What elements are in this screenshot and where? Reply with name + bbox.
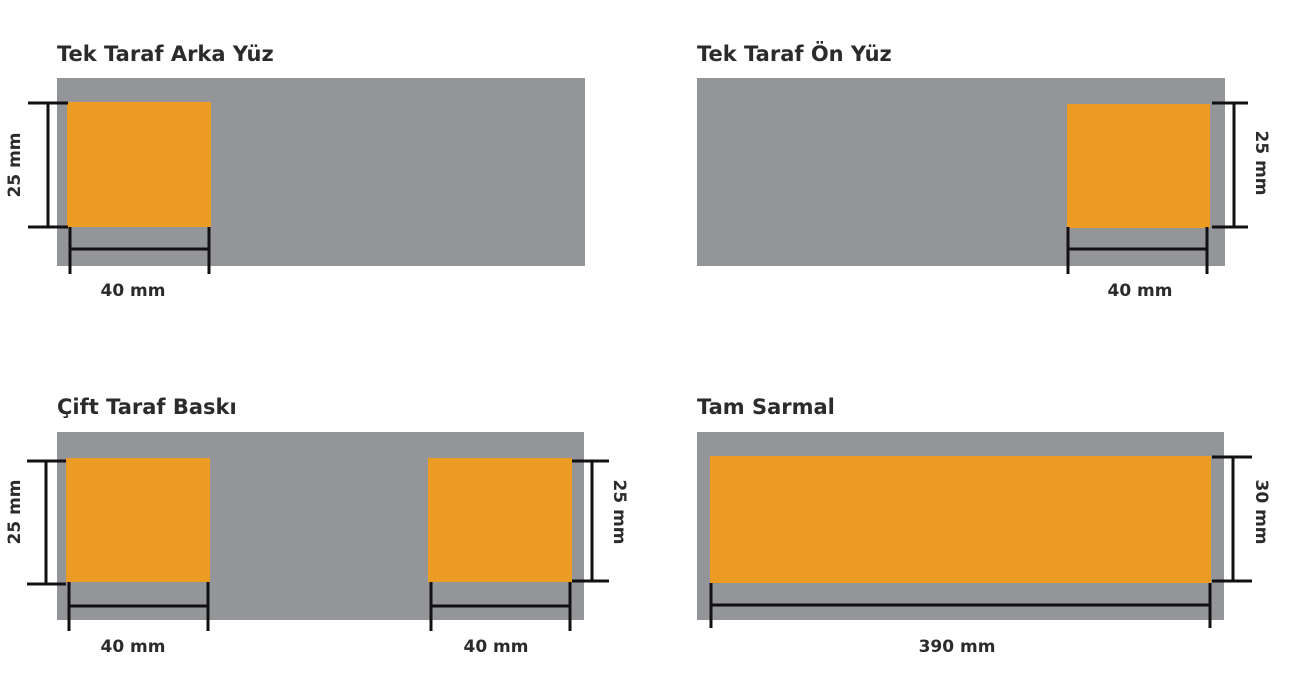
panel-cift-taraf-baski: Çift Taraf Baskı 25 mm 25 mm 40 mm 40 mm bbox=[5, 395, 629, 657]
panel-title: Tam Sarmal bbox=[697, 395, 835, 419]
panel-tek-taraf-arka-yuz: Tek Taraf Arka Yüz 25 mm 40 mm bbox=[5, 42, 585, 301]
panel-title: Tek Taraf Arka Yüz bbox=[57, 42, 274, 66]
height-label: 30 mm bbox=[1251, 479, 1271, 544]
print-area-right bbox=[428, 458, 572, 582]
width-label: 40 mm bbox=[1107, 281, 1172, 301]
height-dimension bbox=[1212, 455, 1252, 583]
left-width-label: 40 mm bbox=[100, 637, 165, 657]
right-height-dimension bbox=[572, 459, 609, 583]
print-area bbox=[67, 102, 211, 227]
panel-tek-taraf-on-yuz: Tek Taraf Ön Yüz 25 mm 40 mm bbox=[697, 41, 1271, 301]
panel-tam-sarmal: Tam Sarmal 30 mm 390 mm bbox=[697, 395, 1271, 657]
print-area bbox=[710, 456, 1211, 583]
height-dimension bbox=[28, 101, 68, 229]
right-height-label: 25 mm bbox=[609, 479, 629, 544]
height-label: 25 mm bbox=[1251, 130, 1271, 195]
width-label: 40 mm bbox=[100, 281, 165, 301]
right-width-label: 40 mm bbox=[463, 637, 528, 657]
width-dimension bbox=[1066, 227, 1209, 274]
panel-title: Çift Taraf Baskı bbox=[57, 395, 237, 419]
width-dimension bbox=[68, 227, 211, 274]
right-width-dimension bbox=[429, 582, 572, 631]
left-height-label: 25 mm bbox=[5, 479, 25, 544]
width-dimension bbox=[709, 583, 1212, 628]
width-label: 390 mm bbox=[919, 637, 996, 657]
print-area-left bbox=[66, 458, 210, 582]
panel-title: Tek Taraf Ön Yüz bbox=[697, 41, 892, 66]
left-height-dimension bbox=[27, 459, 66, 586]
height-dimension bbox=[1212, 101, 1248, 229]
print-area bbox=[1067, 104, 1210, 228]
height-label: 25 mm bbox=[5, 132, 25, 197]
left-width-dimension bbox=[67, 582, 210, 631]
